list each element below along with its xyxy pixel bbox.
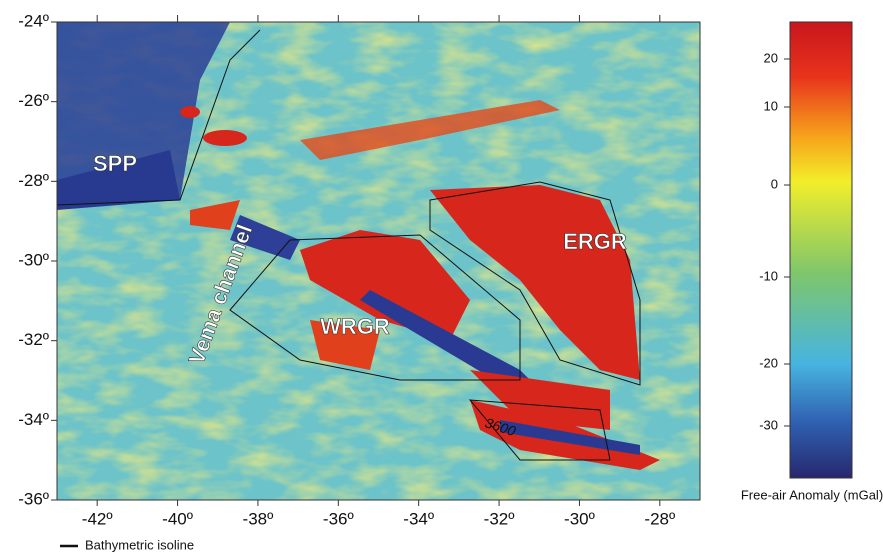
colorbar-tick-label: -30 bbox=[759, 417, 778, 432]
colorbar-tick-label: -10 bbox=[759, 268, 778, 283]
region-label: WRGR bbox=[320, 314, 390, 339]
y-tick-label: -26º bbox=[18, 91, 49, 110]
x-tick-label: -28º bbox=[644, 509, 675, 528]
gravity-map bbox=[57, 22, 700, 500]
y-tick-label: -30º bbox=[18, 250, 49, 269]
x-tick-label: -30º bbox=[564, 509, 595, 528]
x-tick-label: -34º bbox=[403, 509, 434, 528]
x-tick-label: -36º bbox=[323, 509, 354, 528]
region-label: SPP bbox=[93, 151, 137, 176]
y-tick-label: -34º bbox=[18, 410, 49, 429]
colorbar-label: Free-air Anomaly (mGal) bbox=[741, 487, 883, 502]
y-tick-label: -36º bbox=[18, 489, 49, 508]
y-tick-label: -32º bbox=[18, 330, 49, 349]
y-tick-label: -24º bbox=[18, 11, 49, 30]
x-tick-label: -32º bbox=[484, 509, 515, 528]
colorbar-tick-label: 10 bbox=[764, 98, 778, 113]
legend-text: Bathymetric isoline bbox=[85, 537, 194, 552]
colorbar-tick-label: -20 bbox=[759, 355, 778, 370]
region-label: ERGR bbox=[563, 229, 627, 254]
colorbar-tick-label: 20 bbox=[764, 50, 778, 65]
x-tick-label: -40º bbox=[162, 509, 193, 528]
x-tick-label: -38º bbox=[243, 509, 274, 528]
x-tick-label: -42º bbox=[82, 509, 113, 528]
colorbar bbox=[790, 22, 852, 478]
figure: Bathymetric isoline Free-air Anomaly (mG… bbox=[0, 0, 883, 554]
colorbar-tick-label: 0 bbox=[771, 176, 778, 191]
y-tick-label: -28º bbox=[18, 171, 49, 190]
